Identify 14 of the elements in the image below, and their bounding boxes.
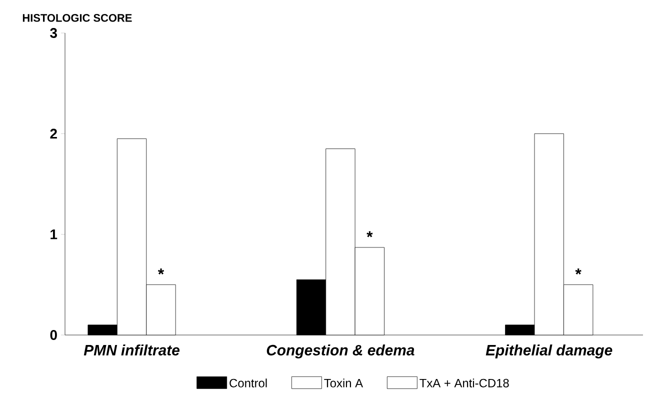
annotation: * (158, 268, 164, 274)
y-axis-title: HISTOLOGIC SCORE (22, 14, 132, 22)
annotation: * (366, 231, 373, 238)
legend-label: Toxin A (324, 378, 364, 388)
y-tick-label: 2 (50, 128, 57, 139)
x-tick-label: PMN infiltrate (84, 344, 180, 356)
y-tick-label: 0 (50, 330, 57, 340)
x-tick-label: Congestion & edema (266, 344, 414, 358)
x-tick-label: Epithelial damage (486, 344, 612, 358)
y-tick-label: 1 (50, 230, 58, 240)
legend-label: Control (230, 378, 267, 388)
annotation: * (575, 268, 582, 274)
y-tick-label: 3 (50, 28, 57, 38)
legend-label: TxA + Anti-CD18 (420, 378, 509, 388)
